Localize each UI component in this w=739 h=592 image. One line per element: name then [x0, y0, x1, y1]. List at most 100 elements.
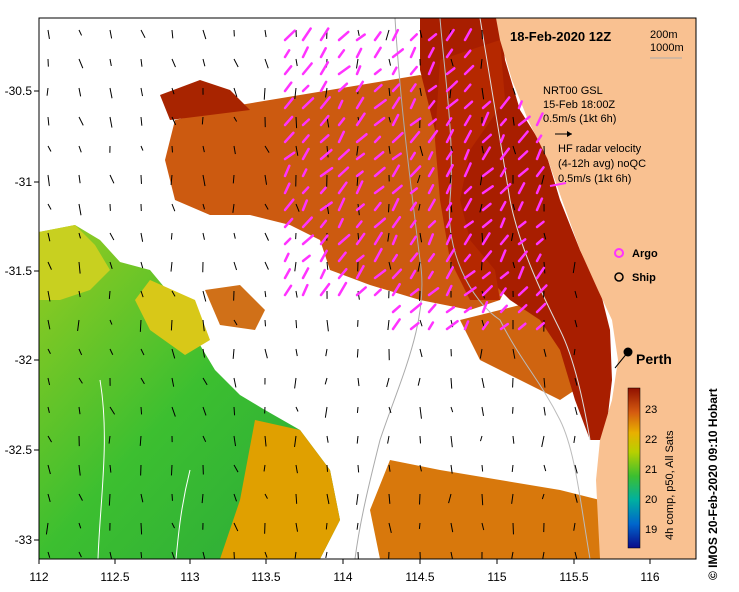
radar-arrow	[427, 233, 435, 246]
radar-arrow	[535, 184, 542, 195]
model-arrow	[140, 551, 143, 558]
sst-orange-south	[220, 420, 340, 559]
model-arrow	[573, 435, 576, 443]
model-arrow	[140, 406, 143, 415]
model-arrow	[356, 145, 359, 156]
radar-arrow	[463, 100, 474, 110]
radar-arrow	[481, 218, 493, 229]
model-arrow	[481, 145, 484, 154]
model-arrow	[140, 29, 146, 39]
model-arrow	[109, 29, 113, 39]
radar-arrow	[373, 31, 382, 42]
colorbar-tick-21: 21	[645, 464, 657, 476]
model-arrow	[171, 348, 176, 359]
radar-arrow	[481, 202, 492, 212]
radar-arrow	[517, 220, 527, 229]
model-arrow	[140, 58, 143, 67]
radar-arrow	[337, 197, 346, 212]
model-arrow	[202, 145, 205, 153]
model-arrow	[45, 522, 49, 535]
radar-arrow	[319, 186, 327, 195]
model-arrow	[109, 116, 113, 128]
radar-arrow	[337, 181, 348, 195]
model-arrow	[140, 377, 145, 385]
model-arrow	[511, 232, 514, 242]
radar-arrow	[373, 166, 386, 178]
colorbar-tick-20: 20	[645, 494, 657, 506]
model-arrow	[357, 232, 360, 241]
model-arrow	[355, 58, 359, 69]
model-arrow	[47, 348, 51, 355]
radar-arrow	[481, 133, 493, 144]
model-arrow	[295, 290, 298, 298]
radar-arrow	[427, 129, 439, 144]
model-arrow	[264, 58, 269, 69]
model-arrow	[295, 116, 298, 129]
radar-arrow	[463, 270, 476, 280]
model-arrow	[201, 493, 204, 504]
model-arrow	[140, 290, 144, 298]
model-arrow	[357, 29, 360, 36]
model-arrow	[325, 551, 328, 559]
model-arrow	[202, 203, 206, 210]
radar-arrow	[499, 118, 508, 127]
radar-arrow	[409, 269, 417, 280]
radar-arrow	[373, 231, 383, 246]
radar-arrow	[373, 217, 387, 229]
x-tick-label: 113	[180, 570, 199, 584]
model-arrow	[171, 377, 175, 387]
radar-arrow	[463, 233, 472, 246]
radar-arrow	[373, 46, 382, 59]
model-arrow	[294, 551, 297, 559]
model-arrow	[47, 551, 51, 558]
radar-arrow	[373, 116, 386, 127]
sst-orange-southeast	[370, 460, 600, 559]
radar-arrow	[283, 97, 294, 110]
radar-arrow	[301, 216, 313, 229]
radar-arrow	[355, 33, 366, 42]
radar-arrow	[427, 84, 438, 93]
radar-arrow	[283, 115, 294, 127]
model-arrow	[233, 232, 236, 239]
model-scale-arrowhead	[567, 131, 572, 137]
radar-arrow	[427, 46, 435, 59]
radar-arrow	[535, 220, 545, 229]
radar-arrow	[445, 202, 453, 212]
radar-scale-arrow	[549, 182, 567, 187]
model-arrow	[574, 290, 578, 299]
radar-arrow	[481, 321, 490, 331]
radar-arrow	[427, 220, 437, 229]
radar-arrow	[409, 98, 417, 110]
argo-label: Argo	[632, 248, 658, 260]
radar-arrow	[499, 147, 511, 161]
radar-arrow	[301, 97, 315, 110]
model-arrow	[418, 290, 421, 301]
model-arrow	[264, 261, 269, 270]
model-arrow	[171, 29, 174, 39]
model-arrow	[512, 348, 516, 359]
radar-arrow	[481, 285, 493, 297]
radar-arrow	[283, 49, 291, 59]
model-arrow	[541, 174, 545, 185]
model-arrow	[47, 319, 51, 330]
contour-label-1000m: 1000m	[650, 42, 684, 54]
radar-arrow	[319, 114, 330, 127]
model-arrow	[449, 174, 452, 184]
radar-arrow	[409, 187, 419, 195]
model-arrow	[419, 145, 424, 156]
model-arrow	[356, 435, 359, 444]
radar-arrow	[391, 96, 401, 110]
radar-arrow	[337, 99, 344, 110]
contour-1000m	[439, 18, 591, 559]
radar-arrow	[391, 28, 400, 42]
radar-arrow	[391, 282, 401, 297]
model-arrow	[264, 145, 270, 153]
model-arrow	[78, 261, 81, 274]
x-tick-label: 115	[487, 570, 506, 584]
radar-arrow	[427, 184, 435, 195]
radar-arrow	[445, 163, 454, 178]
radar-arrow	[499, 217, 506, 229]
contour-offshore	[97, 379, 191, 559]
model-arrow	[78, 377, 83, 384]
hf-radar-velocity-arrows	[283, 27, 548, 331]
